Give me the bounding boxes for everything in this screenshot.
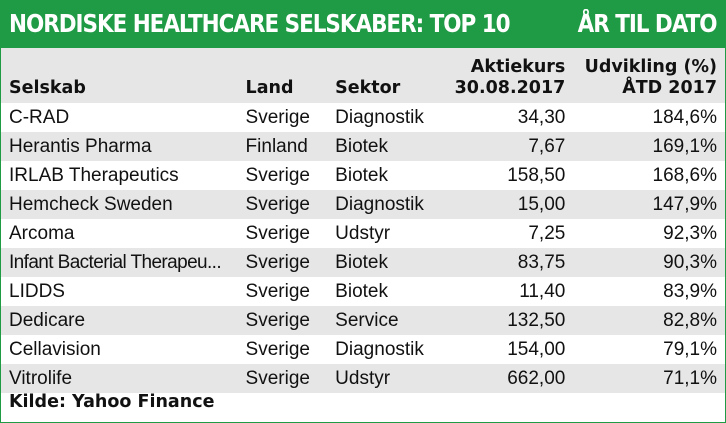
cell-company: Hemcheck Sweden xyxy=(9,194,173,215)
cell-sector: Diagnostik xyxy=(335,107,424,128)
cell-change: 71,1% xyxy=(663,368,717,389)
cell-company: Arcoma xyxy=(9,223,75,244)
cell-price: 15,00 xyxy=(517,194,566,215)
cell-country: Sverige xyxy=(245,281,310,302)
cell-country: Sverige xyxy=(245,194,310,215)
table-row: LIDDS Sverige Biotek 11,40 83,9% xyxy=(1,277,725,306)
cell-sector: Udstyr xyxy=(335,368,391,389)
cell-company: IRLAB Therapeutics xyxy=(9,165,179,186)
col-header-price: Aktiekurs 30.08.2017 xyxy=(438,48,573,103)
cell-country: Sverige xyxy=(245,368,310,389)
cell-sector: Diagnostik xyxy=(335,194,424,215)
cell-price: 83,75 xyxy=(517,252,566,273)
table-row: Arcoma Sverige Udstyr 7,25 92,3% xyxy=(1,219,725,248)
table-row: Hemcheck Sweden Sverige Diagnostik 15,00 147… xyxy=(1,190,725,219)
cell-sector: Service xyxy=(335,310,399,331)
cell-company: Herantis Pharma xyxy=(9,136,152,157)
cell-country: Sverige xyxy=(245,107,310,128)
cell-company: LIDDS xyxy=(9,281,65,302)
cell-change: 90,3% xyxy=(663,252,717,273)
table-row: Cellavision Sverige Diagnostik 154,00 79,1% xyxy=(1,335,725,364)
cell-change: 147,9% xyxy=(652,194,717,215)
table-row: Dedicare Sverige Service 132,50 82,8% xyxy=(1,306,725,335)
cell-country: Sverige xyxy=(245,339,310,360)
cell-sector: Biotek xyxy=(335,165,388,186)
cell-price: 158,50 xyxy=(507,165,566,186)
cell-price: 662,00 xyxy=(507,368,566,389)
table-row: Infant Bacterial Therapeu... Sverige Biote… xyxy=(1,248,725,277)
cell-change: 169,1% xyxy=(652,136,717,157)
table-title: NORDISKE HEALTHCARE SELSKABER: TOP 10 xyxy=(9,9,511,38)
table-row: Herantis Pharma Finland Biotek 7,67 169,1% xyxy=(1,132,725,161)
cell-country: Sverige xyxy=(245,165,310,186)
col-header-change-line2: ÅTD 2017 xyxy=(622,78,717,98)
source-note: Kilde: Yahoo Finance xyxy=(9,392,215,412)
col-header-company: Selskab xyxy=(9,78,86,98)
table-row: Vitrolife Sverige Udstyr 662,00 71,1% xyxy=(1,364,725,393)
cell-sector: Biotek xyxy=(335,281,388,302)
cell-change: 82,8% xyxy=(663,310,717,331)
cell-price: 132,50 xyxy=(507,310,566,331)
cell-sector: Biotek xyxy=(335,136,388,157)
col-header-country: Land xyxy=(245,78,294,98)
col-header-change-line1: Udvikling (%) xyxy=(584,57,717,77)
table-row: IRLAB Therapeutics Sverige Biotek 158,50 168… xyxy=(1,161,725,190)
cell-price: 11,40 xyxy=(519,281,566,302)
cell-sector: Udstyr xyxy=(335,223,391,244)
cell-company: Infant Bacterial Therapeu... xyxy=(9,252,222,273)
cell-change: 83,9% xyxy=(663,281,717,302)
col-header-sector: Sektor xyxy=(335,78,401,98)
cell-company: Cellavision xyxy=(9,339,101,360)
cell-price: 154,00 xyxy=(507,339,566,360)
col-header-price-line1: Aktiekurs xyxy=(470,57,566,77)
cell-country: Sverige xyxy=(245,310,310,331)
companies-table: Selskab Land Sektor Aktiekurs 30.08.2017… xyxy=(1,48,725,393)
cell-company: C-RAD xyxy=(9,107,70,128)
title-banner: NORDISKE HEALTHCARE SELSKABER: TOP 10 ÅR… xyxy=(1,1,725,48)
cell-country: Sverige xyxy=(245,223,310,244)
cell-change: 79,1% xyxy=(663,339,717,360)
cell-country: Sverige xyxy=(245,252,310,273)
cell-company: Dedicare xyxy=(9,310,86,331)
cell-country: Finland xyxy=(245,136,308,157)
header-row: Selskab Land Sektor Aktiekurs 30.08.2017… xyxy=(1,48,725,103)
cell-company: Vitrolife xyxy=(9,368,73,389)
col-header-price-line2: 30.08.2017 xyxy=(454,78,566,98)
col-header-change: Udvikling (%) ÅTD 2017 xyxy=(573,48,725,103)
cell-change: 168,6% xyxy=(652,165,717,186)
cell-change: 92,3% xyxy=(663,223,717,244)
cell-change: 184,6% xyxy=(652,107,717,128)
cell-sector: Biotek xyxy=(335,252,388,273)
cell-price: 7,25 xyxy=(528,223,566,244)
cell-price: 7,67 xyxy=(528,136,566,157)
period-label: ÅR TIL DATO xyxy=(578,9,718,38)
table-row: C-RAD Sverige Diagnostik 34,30 184,6% xyxy=(1,103,725,132)
cell-price: 34,30 xyxy=(517,107,566,128)
cell-sector: Diagnostik xyxy=(335,339,424,360)
